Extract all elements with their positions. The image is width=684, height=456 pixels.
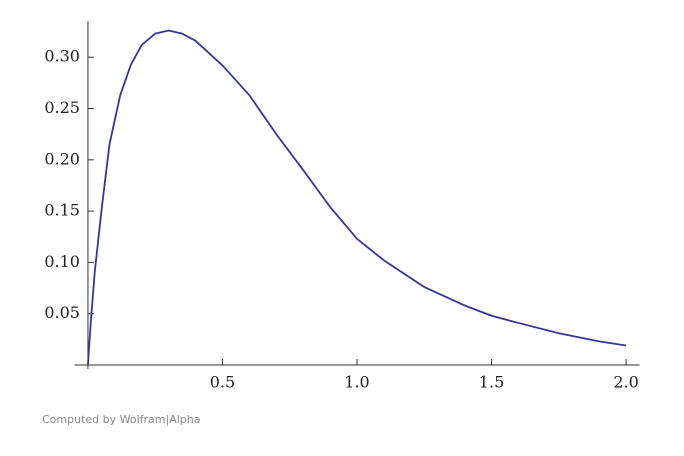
y-tick-label: 0.25 (44, 98, 80, 117)
x-tick-label: 1.0 (344, 373, 369, 392)
y-tick-label: 0.15 (44, 201, 80, 220)
y-tick-label: 0.30 (44, 47, 80, 66)
y-tick-label: 0.10 (44, 252, 80, 271)
y-tick-label: 0.05 (44, 303, 80, 322)
line-series (87, 29, 627, 366)
x-tick-label: 1.5 (479, 373, 504, 392)
footer: Computed by Wolfram|Alpha (42, 413, 200, 426)
y-tick-label: 0.20 (44, 149, 80, 168)
x-tick-label: 0.5 (210, 373, 235, 392)
x-tick-label: 2.0 (613, 373, 638, 392)
